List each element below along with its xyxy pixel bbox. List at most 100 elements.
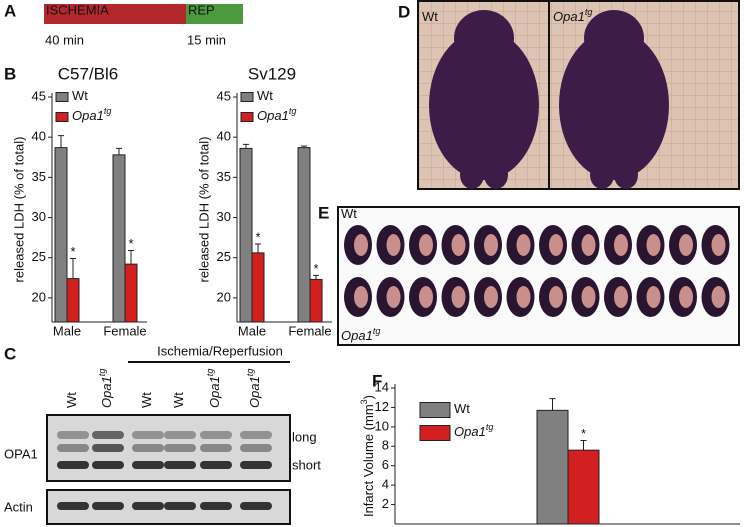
timeline-segment <box>186 4 243 24</box>
panel-label: A <box>4 1 16 20</box>
slice-label: Wt <box>341 206 357 221</box>
legend-label: Opa1tg <box>257 106 296 123</box>
panel-label: B <box>4 64 16 83</box>
y-tick-label: 4 <box>382 477 389 492</box>
significance-mark: * <box>581 426 586 441</box>
legend-label-base: Opa1 <box>257 108 289 123</box>
bar <box>251 252 265 323</box>
lane-label: Wt <box>171 392 186 408</box>
lane-label-base: Wt <box>64 392 79 408</box>
band <box>200 502 232 510</box>
legend-label-sup: tg <box>289 106 297 116</box>
x-tick-label: Female <box>103 323 146 338</box>
band <box>240 444 272 452</box>
slice-label-base: Wt <box>341 206 357 221</box>
slice-core <box>354 286 368 308</box>
slice-label-base: Opa1 <box>341 328 373 343</box>
lane-label: Opa1tg <box>245 369 262 408</box>
error-bar <box>243 143 249 149</box>
blot-opa1 <box>46 414 291 482</box>
band <box>57 431 89 439</box>
y-axis-label: released LDH (% of total) <box>11 137 26 283</box>
lane-label: Opa1tg <box>205 369 222 408</box>
band <box>132 431 164 439</box>
y-tick-label: 25 <box>217 249 231 264</box>
slice-core <box>451 234 466 256</box>
lane-label-sup: tg <box>97 369 107 377</box>
slice-core <box>614 286 628 308</box>
legend-swatch <box>55 92 69 102</box>
band <box>200 461 232 469</box>
band <box>132 444 164 452</box>
panel-label: C <box>4 344 16 363</box>
row-label: Actin <box>4 499 33 514</box>
band-label: long <box>292 429 317 444</box>
slice-core <box>386 234 401 256</box>
slice-core <box>614 234 628 256</box>
x-tick-label: Male <box>53 323 81 338</box>
brain-label-base: Opa1 <box>553 9 585 24</box>
legend-label: Wt <box>72 88 88 103</box>
segment-duration: 40 min <box>45 32 84 47</box>
brains <box>429 10 669 189</box>
chart-title: C57/Bl6 <box>58 64 118 83</box>
y-tick-label: 30 <box>217 209 231 224</box>
band <box>164 502 196 510</box>
lane-label-sup: tg <box>205 369 215 377</box>
y-tick-label: 14 <box>375 379 389 394</box>
band-label: short <box>292 457 321 472</box>
band <box>164 431 196 439</box>
row-label: OPA1 <box>4 446 38 461</box>
band <box>57 502 89 510</box>
lane-label-base: Opa1 <box>247 376 262 408</box>
band <box>240 431 272 439</box>
legend-label: Wt <box>454 401 470 416</box>
legend-swatch <box>419 402 451 418</box>
significance-mark: * <box>128 236 133 251</box>
significance-mark: * <box>313 261 318 276</box>
segment-label: REP <box>188 2 215 17</box>
legend-label-base: Wt <box>257 88 273 103</box>
bar <box>567 449 600 525</box>
legend-label-base: Opa1 <box>454 424 486 439</box>
slice-core <box>549 234 563 256</box>
legend-label: Opa1tg <box>454 422 493 439</box>
band <box>200 444 232 452</box>
error-bar <box>128 249 134 265</box>
lane-label: Opa1tg <box>97 369 114 408</box>
x-tick-label: Female <box>288 323 331 338</box>
slice-label: Opa1tg <box>341 326 380 343</box>
legend-label-base: Wt <box>454 401 470 416</box>
y-axis-label: released LDH (% of total) <box>196 137 211 283</box>
y-tick-label: 20 <box>32 289 46 304</box>
error-bar <box>549 398 556 411</box>
y-tick-label: 40 <box>217 129 231 144</box>
blot-heading: Ischemia/Reperfusion <box>157 343 283 358</box>
significance-mark: * <box>255 229 260 244</box>
band <box>57 461 89 469</box>
slice-photo <box>337 206 740 346</box>
bar <box>239 147 253 323</box>
y-tick-label: 30 <box>32 209 46 224</box>
chart-title: Sv129 <box>248 64 296 83</box>
slice-core <box>581 286 596 308</box>
band <box>132 461 164 469</box>
error-bar <box>580 439 587 451</box>
bar <box>66 278 80 323</box>
slice-core <box>679 286 693 308</box>
lane-label-base: Opa1 <box>99 376 114 408</box>
brain-label: Opa1tg <box>553 7 592 24</box>
slice-core <box>581 234 596 256</box>
slice-core <box>354 234 368 256</box>
error-bar <box>58 135 64 148</box>
lane-label-base: Wt <box>171 392 186 408</box>
slice-core <box>711 286 726 308</box>
lane-label: Wt <box>139 392 154 408</box>
slice-core <box>484 286 498 308</box>
bar <box>54 147 68 323</box>
error-bar <box>313 274 319 280</box>
slice-core <box>419 286 433 308</box>
legend-label-base: Wt <box>72 88 88 103</box>
bar <box>112 154 126 323</box>
